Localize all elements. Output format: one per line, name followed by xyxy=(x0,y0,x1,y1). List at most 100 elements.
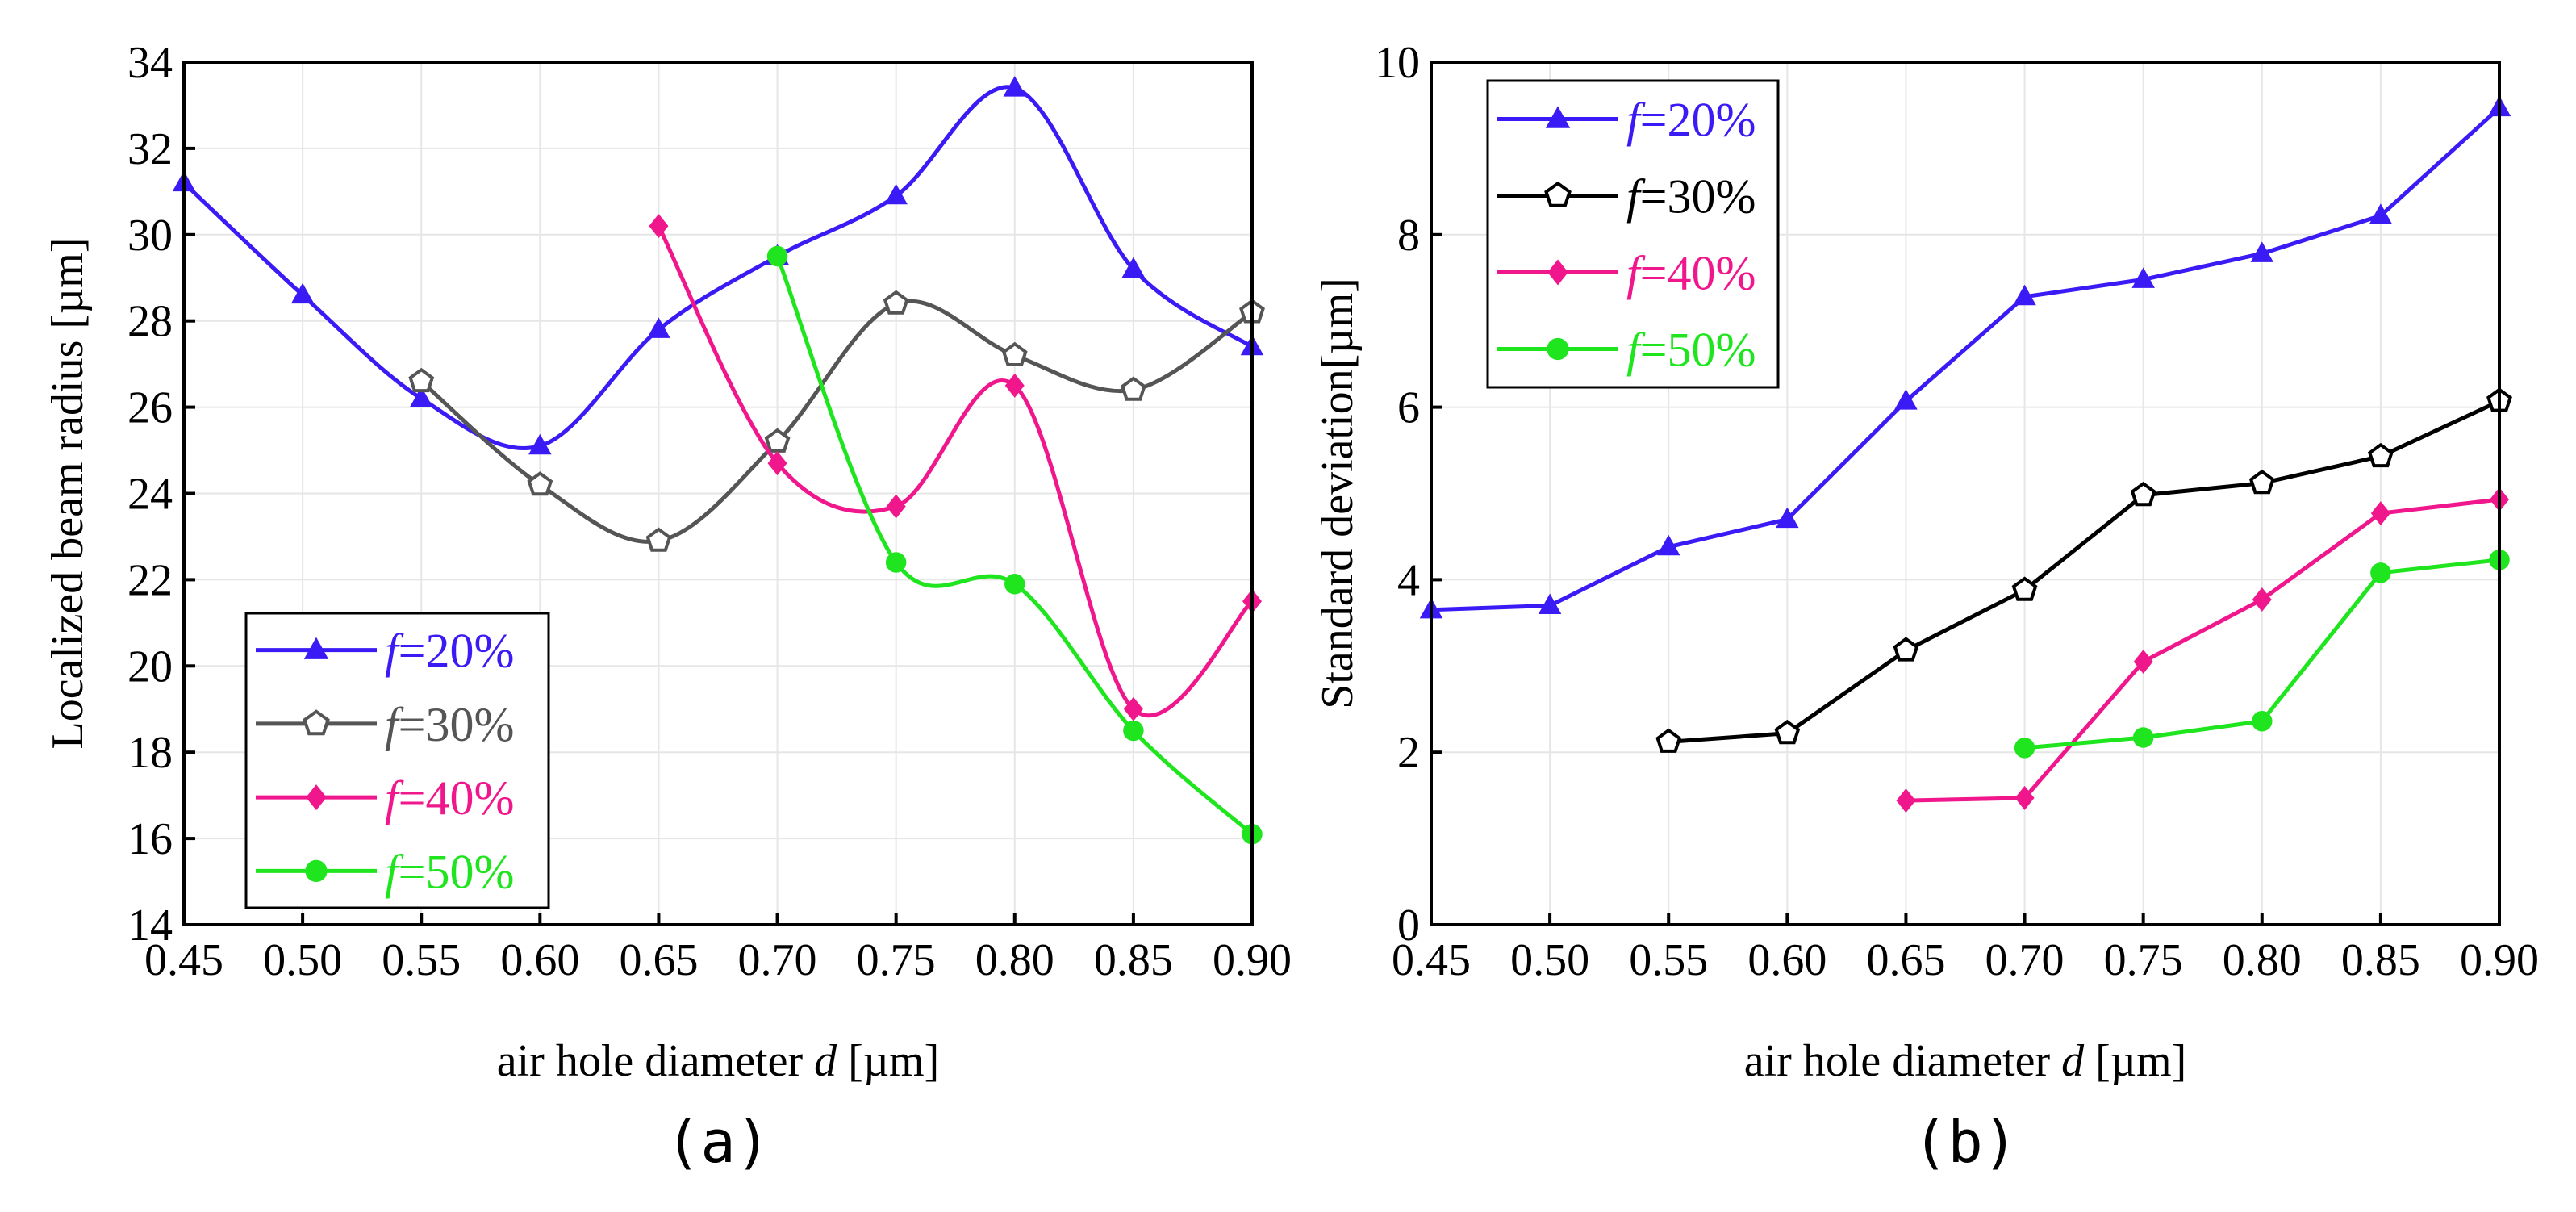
legend-marker xyxy=(306,784,327,811)
y-tick-label: 16 xyxy=(127,814,173,864)
y-tick-label: 4 xyxy=(1397,555,1420,605)
data-point xyxy=(1774,719,1801,745)
legend-label-value: =20% xyxy=(1640,94,1756,147)
series-line xyxy=(1668,399,2501,744)
legend-label-value: =40% xyxy=(399,771,515,825)
y-tick-label: 20 xyxy=(127,642,173,692)
legend: f=20% f=30% f=40% f=50% xyxy=(1486,79,1780,389)
plot-frame xyxy=(1430,61,2501,926)
series-line xyxy=(1430,106,2501,612)
y-axis-label: Localized beam radius [µm] xyxy=(43,238,93,750)
series-30 xyxy=(1655,387,2512,753)
data-point xyxy=(1894,389,1918,410)
data-point xyxy=(766,245,788,267)
legend-marker xyxy=(1547,337,1569,361)
legend-marker xyxy=(303,637,329,659)
data-point xyxy=(2369,203,2393,224)
series-40 xyxy=(1896,487,2509,813)
legend-label: f=20% xyxy=(1626,94,1756,147)
series-line xyxy=(420,299,1254,544)
y-tick-label: 10 xyxy=(1375,38,1420,88)
legend-item: f=30% xyxy=(256,698,515,751)
y-axis-label: Standard deviation[µm] xyxy=(1313,278,1363,709)
x-tick-label: 0.60 xyxy=(500,935,579,985)
data-point xyxy=(2133,649,2153,674)
legend-label-value: =30% xyxy=(399,698,515,751)
data-point xyxy=(1001,341,1028,366)
data-point xyxy=(2248,469,2275,495)
series-50 xyxy=(766,245,1263,845)
legend-item: f=20% xyxy=(256,625,515,678)
y-tick-label: 24 xyxy=(127,470,173,520)
y-tick-label: 26 xyxy=(127,383,173,433)
legend-label: f=40% xyxy=(1626,247,1756,300)
y-tick-label: 28 xyxy=(127,297,173,347)
data-point xyxy=(2130,481,2156,507)
series-line xyxy=(182,85,1254,451)
x-axis-label-unit: [µm] xyxy=(2084,1036,2186,1086)
data-point xyxy=(645,527,672,552)
legend-label-value: =50% xyxy=(1640,324,1756,377)
data-point xyxy=(1004,573,1025,595)
data-point xyxy=(649,214,669,239)
panel-label: (b) xyxy=(1913,1108,2018,1176)
x-axis-label-prefix: air hole diameter xyxy=(497,1036,814,1086)
legend-box xyxy=(1486,79,1780,389)
x-axis-label-variable: d xyxy=(814,1036,837,1086)
series-line xyxy=(775,255,1254,836)
legend-label-value: =50% xyxy=(399,845,515,898)
data-point xyxy=(1123,696,1143,721)
data-point xyxy=(1896,788,1916,813)
legend-label: f=40% xyxy=(385,771,515,825)
x-tick-label: 0.50 xyxy=(263,935,342,985)
data-point xyxy=(1893,637,1919,662)
x-tick-label: 0.85 xyxy=(1094,935,1173,985)
data-point xyxy=(2014,738,2035,759)
data-point xyxy=(408,367,435,393)
data-point xyxy=(290,282,315,304)
legend-item: f=40% xyxy=(256,771,515,825)
x-axis-label: air hole diameter d [µm] xyxy=(1744,1036,2187,1086)
data-point xyxy=(2131,267,2155,288)
x-axis-label-prefix: air hole diameter xyxy=(1744,1036,2061,1086)
data-point xyxy=(647,317,670,338)
x-tick-label: 0.55 xyxy=(1629,935,1708,985)
legend-item: f=50% xyxy=(1497,324,1756,377)
data-point xyxy=(886,494,906,519)
x-tick-label: 0.80 xyxy=(2223,935,2302,985)
data-point xyxy=(2367,442,2394,468)
x-axis-label-variable: d xyxy=(2061,1036,2085,1086)
data-point xyxy=(2013,284,2036,306)
legend-marker xyxy=(1547,259,1568,286)
data-point xyxy=(2011,576,2038,601)
y-tick-label: 30 xyxy=(127,211,173,261)
data-point xyxy=(1776,507,1799,529)
data-point xyxy=(2252,587,2272,612)
legend-label: f=30% xyxy=(385,698,515,751)
data-point xyxy=(409,386,433,407)
data-point xyxy=(1656,534,1680,556)
data-point xyxy=(1121,257,1146,278)
series-30 xyxy=(408,290,1265,552)
data-point xyxy=(1538,593,1562,614)
y-tick-label: 14 xyxy=(127,901,173,951)
legend-item: f=40% xyxy=(1497,247,1756,300)
legend-item: f=50% xyxy=(256,845,515,898)
legend-label-value: =40% xyxy=(1640,247,1756,300)
x-axis-label-unit: [µm] xyxy=(837,1036,939,1086)
x-tick-label: 0.45 xyxy=(1392,935,1471,985)
series-40 xyxy=(649,214,1262,721)
legend-box xyxy=(244,612,550,909)
legend-label-value: =30% xyxy=(1640,170,1756,224)
legend-marker xyxy=(1544,181,1572,207)
y-tick-label: 2 xyxy=(1397,728,1420,778)
legend-label: f=50% xyxy=(385,845,515,898)
x-tick-label: 0.70 xyxy=(1985,935,2065,985)
x-tick-label: 0.50 xyxy=(1510,935,1589,985)
y-tick-label: 6 xyxy=(1397,383,1420,433)
y-tick-label: 8 xyxy=(1397,211,1420,261)
data-point xyxy=(2370,501,2390,526)
series-line xyxy=(657,224,1254,718)
data-point xyxy=(885,552,907,573)
panel-b: 0.45 0.50 0.55 0.60 0.65 0.70 0.75 0.80 0.85 0.90… xyxy=(1313,38,2539,1176)
